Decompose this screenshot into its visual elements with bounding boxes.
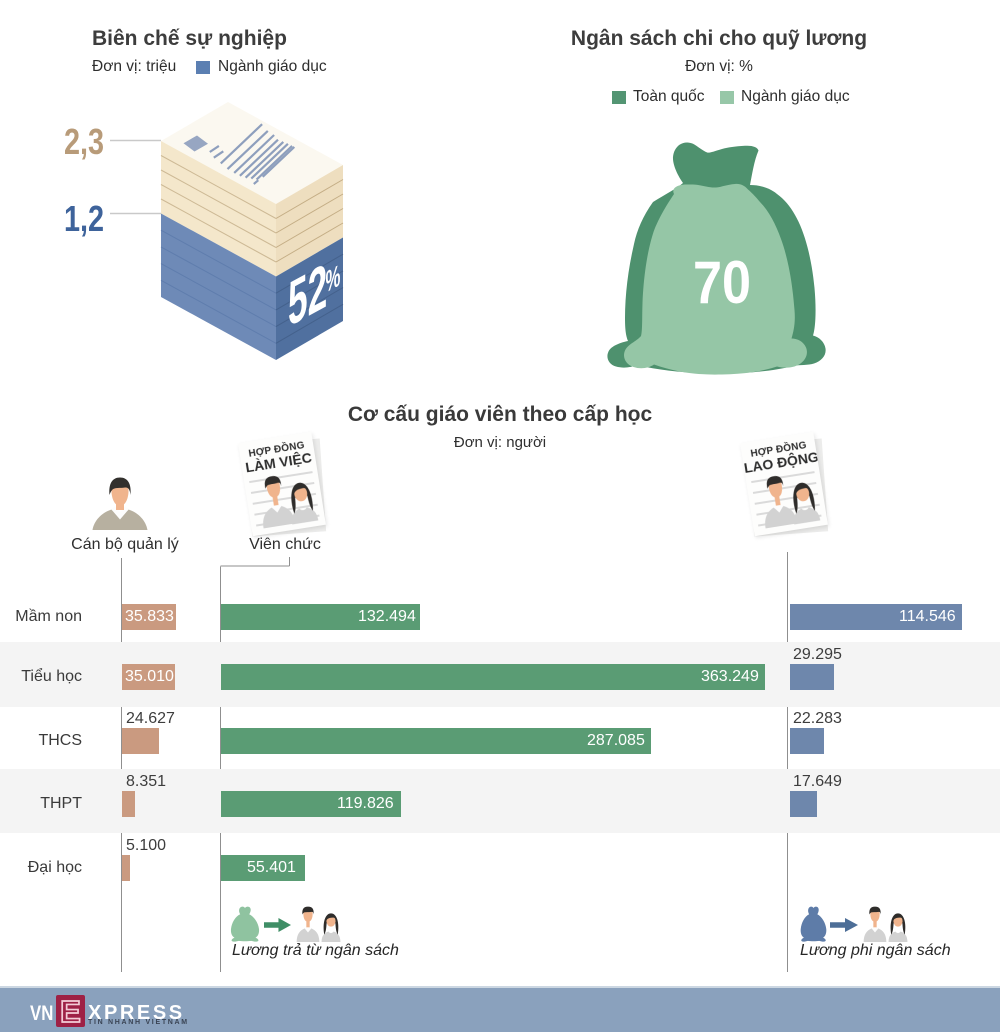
svg-text:70: 70: [693, 249, 751, 316]
svg-text:%: %: [326, 258, 341, 299]
